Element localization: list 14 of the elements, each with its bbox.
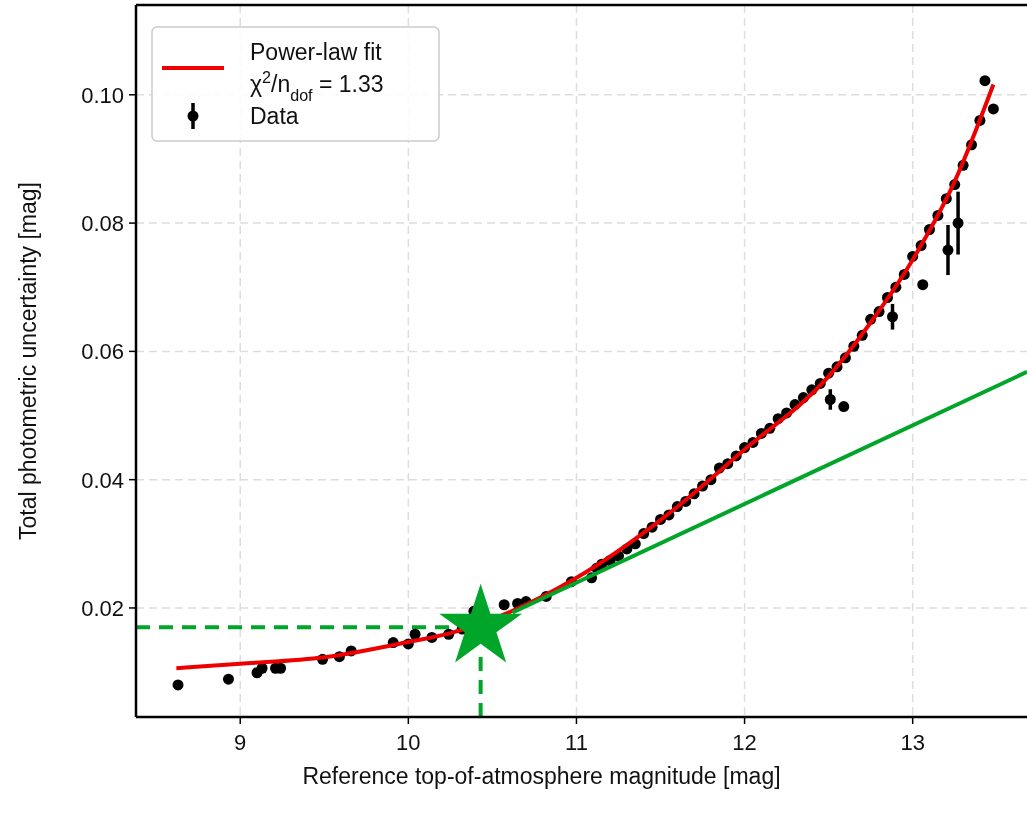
x-axis-title: Reference top-of-atmosphere magnitude [mag] — [302, 763, 781, 789]
y-tick-label: 0.08 — [81, 211, 124, 237]
x-tick-label: 10 — [396, 730, 421, 755]
x-tick-label: 11 — [565, 730, 588, 755]
y-tick-label: 0.10 — [81, 82, 124, 108]
y-tick-label: 0.06 — [81, 339, 124, 365]
legend-label: Power-law fit χ$^{2}$/n$_{dof}$ = 1.33 — [250, 39, 384, 104]
x-tick-label: 12 — [732, 730, 757, 755]
y-axis-title: Total photometric uncertainty [mag] — [15, 182, 41, 540]
y-tick-label: 0.04 — [81, 467, 124, 493]
x-tick-label: 13 — [900, 730, 925, 755]
y-tick-label: 0.02 — [81, 595, 124, 621]
x-tick-label: 9 — [234, 730, 247, 755]
legend-label: Data — [250, 103, 299, 129]
